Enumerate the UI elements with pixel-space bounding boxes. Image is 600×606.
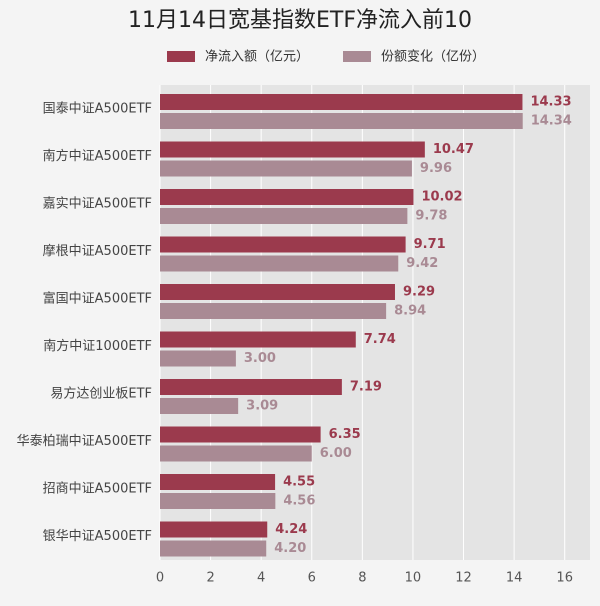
- y-tick-label: 南方中证A500ETF: [43, 148, 152, 164]
- value-label: 14.34: [531, 114, 572, 129]
- x-tick-label: 2: [206, 571, 214, 586]
- value-label: 8.94: [394, 304, 426, 319]
- bar: [160, 303, 387, 319]
- value-label: 14.33: [530, 95, 571, 110]
- legend-swatch: [343, 51, 371, 62]
- value-label: 10.47: [433, 142, 474, 157]
- y-tick-label: 华泰柏瑞中证A500ETF: [17, 434, 152, 449]
- x-tick-label: 12: [455, 571, 472, 586]
- bar: [160, 474, 276, 490]
- y-tick-label: 嘉实中证A500ETF: [43, 196, 152, 211]
- chart-title: 11月14日宽基指数ETF净流入前10: [128, 8, 472, 33]
- bar: [160, 331, 356, 348]
- bar: [160, 426, 321, 443]
- y-tick-label: 银华中证A500ETF: [43, 529, 152, 544]
- value-label: 4.24: [275, 522, 307, 537]
- value-label: 10.02: [421, 190, 462, 205]
- y-tick-label: 摩根中证A500ETF: [43, 243, 152, 259]
- bar: [160, 189, 414, 205]
- value-label: 9.29: [403, 285, 435, 300]
- x-tick-label: 0: [156, 571, 164, 586]
- bar: [160, 208, 408, 224]
- legend-swatch: [167, 51, 195, 62]
- value-label: 3.09: [246, 399, 278, 414]
- value-label: 6.00: [320, 446, 352, 461]
- value-label: 7.74: [364, 332, 396, 347]
- value-label: 6.35: [329, 427, 361, 442]
- bar: [160, 113, 523, 129]
- value-label: 9.78: [415, 209, 447, 224]
- bar: [160, 521, 268, 538]
- value-label: 4.56: [283, 494, 315, 509]
- y-tick-label: 富国中证A500ETF: [43, 290, 152, 306]
- value-label: 4.55: [283, 475, 315, 490]
- bar: [160, 94, 523, 110]
- y-tick-label: 南方中证1000ETF: [43, 338, 152, 354]
- bar: [160, 141, 425, 158]
- x-tick-label: 14: [506, 571, 523, 586]
- bar: [160, 379, 342, 395]
- bar: [160, 255, 399, 272]
- value-label: 4.20: [274, 541, 306, 556]
- value-label: 9.71: [414, 237, 446, 252]
- bar: [160, 493, 276, 509]
- bar: [160, 398, 239, 414]
- y-tick-label: 国泰中证A500ETF: [43, 101, 152, 116]
- legend-label: 份额变化（亿份）: [381, 49, 485, 65]
- y-tick-label: 招商中证A500ETF: [43, 481, 152, 496]
- value-label: 3.00: [244, 351, 276, 366]
- x-tick-label: 4: [257, 571, 265, 586]
- x-tick-label: 8: [358, 571, 366, 586]
- value-label: 9.96: [420, 161, 452, 176]
- bar: [160, 445, 312, 462]
- x-tick-label: 16: [556, 571, 573, 586]
- value-label: 9.42: [406, 256, 438, 271]
- legend-label: 净流入额（亿元）: [205, 50, 309, 65]
- x-tick-label: 6: [308, 571, 316, 586]
- value-label: 7.19: [350, 380, 382, 395]
- bar: [160, 160, 412, 177]
- bar: [160, 350, 236, 367]
- x-tick-label: 10: [405, 571, 422, 586]
- bar: [160, 284, 395, 300]
- bar: [160, 236, 406, 253]
- bar: [160, 540, 267, 557]
- y-tick-label: 易方达创业板ETF: [50, 385, 152, 401]
